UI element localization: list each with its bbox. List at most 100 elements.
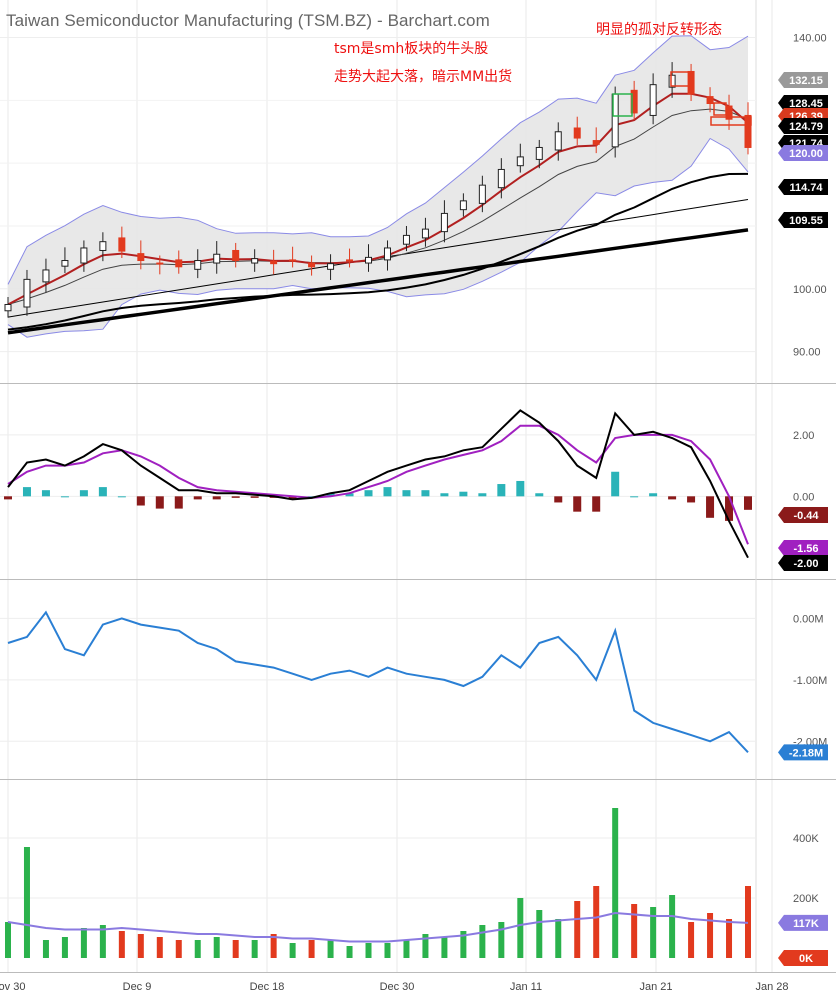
volume-bar [517,898,524,958]
volume-bar [707,913,714,958]
volume-bar [460,931,467,958]
island-box-red-2 [713,102,727,116]
candle-body [61,260,69,267]
moving-average-20 [7,108,749,305]
volume-bar [308,940,315,958]
volume-bar [631,904,638,958]
volume-bar [726,919,733,958]
macd-histogram-bar [117,496,126,498]
macd-histogram-bar [459,491,468,497]
macd-histogram-bar [630,496,639,498]
volume-bar [194,940,201,958]
macd-histogram-bar [41,490,50,497]
candle-body [194,260,202,270]
volume-bar [251,940,258,958]
volume-bar [270,934,277,958]
volume-bar [479,925,486,958]
macd-histogram-bar [79,490,88,497]
candle-body [42,269,50,283]
candle-body [118,237,126,252]
volume-bar [365,943,372,958]
svg-text:117K: 117K [793,918,819,930]
macd-signal-line [7,424,749,545]
annotation-distribution: 走势大起大落，暗示MM出货 [334,69,513,85]
macd-histogram-bar [744,496,752,510]
candle-body [137,253,145,262]
svg-text:-1.56: -1.56 [793,543,818,555]
macd-histogram-bar [611,471,620,497]
volume-value-tag-1: 0K [778,950,828,966]
candle-body [554,131,562,151]
obv-y-tick-1: -1.00M [793,675,827,687]
macd-histogram-bar [4,496,12,500]
candle-body [440,212,448,233]
volume-moving-average [7,911,749,943]
macd-histogram-bar [421,490,430,497]
volume-bar [118,931,125,958]
svg-text:-2.18M: -2.18M [789,747,823,759]
macd-histogram-bar [212,496,221,500]
candle-body [270,260,278,265]
candle-body [251,258,259,264]
candle-body [706,96,714,105]
macd-histogram-bar [725,496,734,521]
x-tick-5: Jan 21 [639,981,672,993]
candle-body [497,168,505,189]
macd-histogram-bar [668,496,677,500]
volume-bar [232,940,239,958]
volume-bar [612,808,619,958]
macd-histogram-bar [573,496,582,512]
volume-bar [536,910,543,958]
volume-bar [61,937,68,958]
price-y-tick-2: 90.00 [793,347,821,359]
svg-text:124.79: 124.79 [789,121,823,133]
candle-body [213,253,221,264]
chart-title: Taiwan Semiconductor Manufacturing (TSM.… [6,11,490,30]
macd-histogram-bar [554,496,563,503]
candle-body [289,259,297,262]
macd-histogram-bar [288,496,297,500]
price-value-tag-7: 109.55 [778,212,828,228]
macd-histogram-bar [60,496,69,498]
volume-bar [327,940,334,958]
price-y-tick-1: 100.00 [793,284,827,296]
macd-histogram-bar [402,490,411,497]
volume-bar [441,937,448,958]
macd-value-tag-0: -0.44 [778,507,828,523]
bollinger-lower [7,137,749,338]
candle-body [535,146,543,160]
volume-bar [498,922,505,958]
candle-body [668,74,676,88]
macd-histogram-bar [174,496,183,509]
volume-bar [688,922,695,958]
volume-bar [422,934,429,958]
volume-bar [403,940,410,958]
candle-body [232,249,240,262]
volume-bar [213,937,220,958]
volume-bar [384,943,391,958]
island-box-red-3 [710,116,752,126]
svg-text:-2.00: -2.00 [793,558,818,570]
candle-body [80,247,88,264]
macd-histogram-bar [22,487,31,497]
macd-histogram-bar [136,496,145,506]
macd-value-tag-2: -2.00 [778,555,828,571]
volume-bar [289,943,296,958]
candle-body [156,262,164,265]
macd-histogram-bar [535,493,544,497]
volume-bar [175,940,182,958]
macd-histogram-bar [440,493,449,497]
volume-y-tick-1: 200K [793,893,819,905]
volume-y-tick-0: 400K [793,833,819,845]
price-value-tag-5: 120.00 [778,145,828,161]
volume-bar [42,940,49,958]
price-value-tag-0: 132.15 [778,72,828,88]
volume-bar [574,901,581,958]
candle-body [383,247,391,261]
volume-value-tag-0: 117K [778,914,828,931]
island-box-red-1 [670,71,692,87]
svg-text:-0.44: -0.44 [793,510,819,522]
macd-histogram-bar [231,496,240,498]
obv-line [7,610,749,753]
candle-body [744,114,752,148]
